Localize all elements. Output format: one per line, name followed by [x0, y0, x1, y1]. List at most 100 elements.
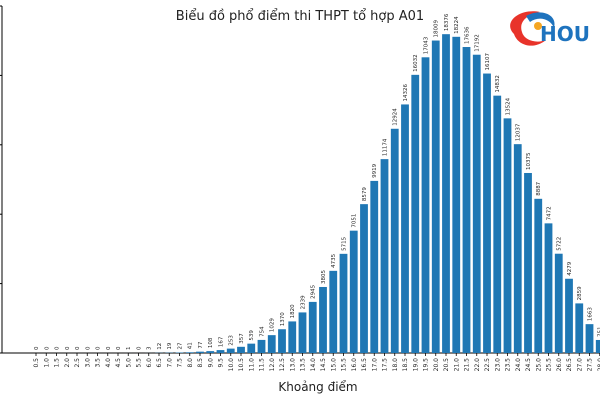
bar-value-label: 3805: [321, 269, 327, 283]
x-tick-label: 19.5: [423, 358, 430, 372]
x-tick-label: 23.0: [494, 358, 501, 372]
bar: [575, 303, 584, 353]
x-tick-label: 10.0: [228, 358, 235, 372]
bar: [288, 321, 297, 353]
x-tick-label: 24.5: [525, 358, 532, 372]
x-tick-label: 26.5: [566, 358, 573, 372]
bar-value-label: 0: [44, 346, 50, 350]
bar-value-label: 77: [198, 341, 204, 348]
x-tick-label: 6.0: [146, 358, 153, 368]
bar-value-label: 27: [178, 342, 184, 349]
bar: [595, 339, 600, 353]
bar-value-label: 7472: [547, 206, 553, 220]
x-tick-label: 8.5: [197, 358, 204, 368]
bar: [524, 172, 532, 353]
bar: [237, 346, 245, 353]
bar-value-label: 11174: [383, 138, 389, 156]
x-tick-label: 1.0: [43, 358, 50, 368]
bar: [390, 128, 399, 353]
x-tick-label: 3.5: [95, 358, 102, 368]
x-tick-label: 5.5: [136, 358, 143, 368]
bar: [185, 352, 194, 353]
x-tick-label: 9.5: [218, 358, 225, 368]
bar-value-label: 0: [55, 346, 61, 350]
bar-value-label: 17043: [424, 36, 430, 54]
bar: [513, 144, 522, 353]
bars-group: [124, 34, 600, 354]
x-tick-label: 23.5: [505, 358, 512, 372]
bar-value-label: 4735: [331, 253, 337, 267]
x-tick-label: 12.5: [279, 358, 286, 372]
bar: [585, 324, 594, 353]
x-tick-label: 10.5: [238, 358, 245, 372]
x-tick-label: 21.0: [453, 358, 460, 372]
x-tick-label: 28.0: [597, 358, 600, 372]
bar-value-label: 14832: [495, 75, 501, 93]
bar-value-label: 539: [249, 330, 255, 341]
x-tick-label: 13.5: [300, 358, 307, 372]
x-tick-label: 17.0: [371, 358, 378, 372]
x-tick-label: 25.0: [535, 358, 542, 372]
bar: [401, 104, 409, 353]
bar: [554, 253, 563, 353]
bar-value-label: 5715: [342, 236, 348, 250]
x-tick-label: 12.0: [269, 358, 276, 372]
chart-title: Biểu đồ phổ điểm thi THPT tổ hợp A01: [176, 9, 424, 24]
bar-value-label: 8579: [362, 187, 368, 201]
x-tick-label: 14.5: [320, 358, 327, 372]
bar-value-label: 751: [598, 326, 600, 337]
bar: [349, 230, 358, 353]
bar: [226, 348, 235, 353]
bar-value-label: 108: [208, 337, 214, 348]
bar: [329, 270, 338, 353]
bar: [308, 301, 317, 353]
bar: [565, 278, 573, 353]
bar-value-label: 19: [167, 342, 173, 349]
x-tick-label: 19.0: [412, 358, 419, 372]
bar-value-label: 0: [65, 346, 71, 350]
logo-swirl-icon: [510, 11, 546, 46]
bar: [442, 34, 450, 354]
bar: [319, 286, 327, 353]
x-tick-label: 24.0: [515, 358, 522, 372]
bar-value-label: 0: [34, 346, 40, 350]
bar-value-label: 167: [219, 336, 225, 347]
bar-value-label: 18224: [454, 16, 460, 34]
bar-value-label: 9919: [372, 163, 378, 177]
x-tick-label: 20.0: [433, 358, 440, 372]
bar: [278, 329, 286, 353]
x-tick-label: 15.5: [341, 358, 348, 372]
logo-text: HOU: [540, 22, 590, 46]
x-tick-label: 4.5: [115, 358, 122, 368]
bar-value-label: 1370: [280, 312, 286, 326]
bar: [298, 312, 307, 353]
bar-value-label: 18009: [434, 20, 440, 38]
bar-value-label: 13524: [506, 97, 512, 115]
logo-dot-icon: [534, 22, 542, 30]
bar: [267, 335, 276, 353]
x-tick-labels-group: 0.5 1.0 1.5 2.0 2.5 3.0 3.5 4.0 4.5 5.0 5.5 6.0 6.5 7…: [33, 353, 600, 371]
x-tick-label: 11.5: [259, 358, 266, 372]
x-axis-label: Khoảng điểm: [278, 380, 357, 394]
bar-value-label: 3: [147, 346, 153, 350]
x-tick-label: 5.0: [125, 358, 132, 368]
logo-swirl-blue-icon: [526, 12, 555, 28]
bar-value-label: 1820: [290, 304, 296, 318]
x-tick-label: 14.0: [310, 358, 317, 372]
x-tick-label: 27.0: [576, 358, 583, 372]
x-tick-label: 2.0: [64, 358, 71, 368]
x-tick-label: 25.5: [546, 358, 553, 372]
bar: [493, 95, 502, 353]
bar-value-label: 0: [106, 346, 112, 350]
x-tick-label: 17.5: [382, 358, 389, 372]
bar-value-label: 14326: [403, 83, 409, 101]
x-tick-label: 16.0: [351, 358, 358, 372]
x-tick-label: 26.0: [556, 358, 563, 372]
bar-value-label: 2859: [577, 286, 583, 300]
bar-value-label: 1029: [270, 318, 276, 332]
bar-value-label: 0: [96, 346, 102, 350]
bar: [411, 74, 420, 353]
bar-value-label: 0: [137, 346, 143, 350]
bar: [421, 57, 430, 354]
